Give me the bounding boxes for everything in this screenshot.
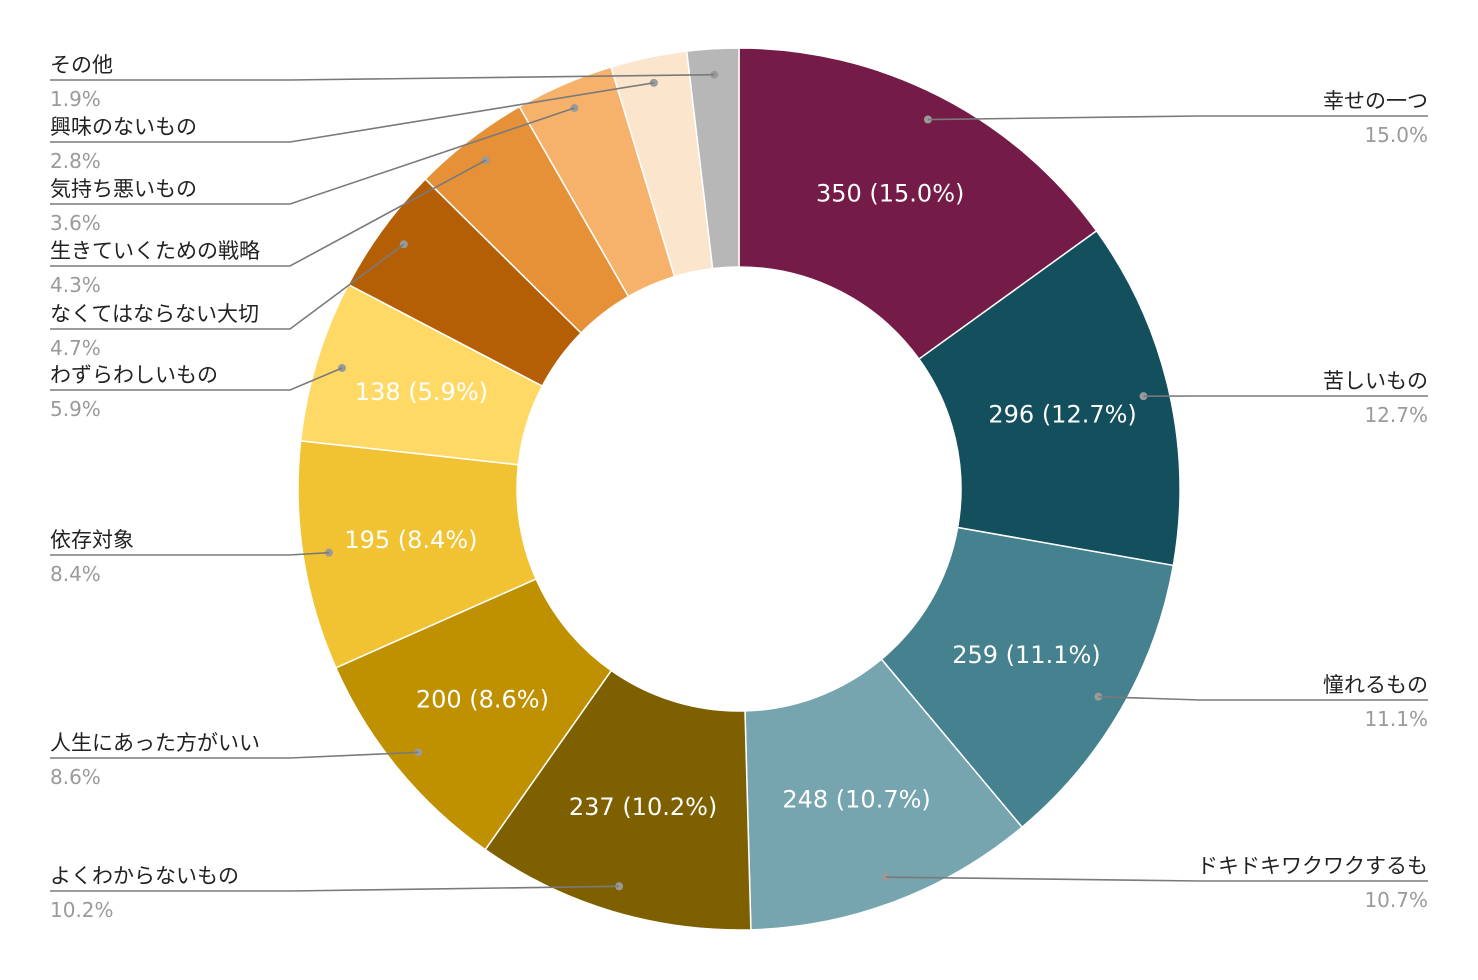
leader-line [885, 876, 1428, 882]
slice-percent-label: 4.3% [50, 273, 101, 297]
leader-line [50, 159, 487, 267]
outer-labels: 幸せの一つ 15.0% 苦しいもの 12.7% 憧れるもの 11.1% ドキドキワクワクする… [50, 53, 1428, 922]
leader-line [50, 551, 329, 556]
slice-value-labels: 350 (15.0%) 296 (12.7%) 259 (11.1%) 248 (10… [344, 179, 1136, 820]
leader-line [50, 243, 405, 330]
leader-line [50, 751, 419, 759]
slice-category-label: なくてはならない大切 [50, 302, 259, 326]
slice-percent-label: 11.1% [1364, 707, 1428, 731]
slice-percent-label: 5.9% [50, 397, 101, 421]
slice-category-label: その他 [50, 53, 113, 77]
slice-category-label: 人生にあった方がいい [50, 731, 260, 755]
slice-value-label: 350 (15.0%) [816, 179, 964, 207]
slice-category-label: よくわからないもの [50, 864, 239, 888]
slice-value-label: 296 (12.7%) [988, 401, 1136, 429]
slice-percent-label: 10.2% [50, 898, 114, 922]
donut-slice [880, 526, 1175, 829]
slice-category-label: わずらわしいもの [50, 363, 218, 387]
slice-percent-label: 10.7% [1364, 888, 1428, 912]
slice-category-label: 生きていくための戦略 [50, 239, 260, 263]
slice-value-label: 138 (5.9%) [355, 378, 488, 406]
donut-slice [738, 47, 1098, 361]
slice-value-label: 200 (8.6%) [416, 686, 549, 714]
slice-percent-label: 12.7% [1364, 403, 1428, 427]
slice-percent-label: 15.0% [1364, 123, 1428, 147]
slice-percent-label: 4.7% [50, 336, 101, 360]
slice-category-label: 気持ち悪いもの [50, 177, 197, 201]
leader-line [50, 73, 715, 81]
donut-slices [297, 47, 1181, 931]
leader-line [927, 115, 1428, 121]
leader-line [50, 367, 343, 391]
slice-value-label: 237 (10.2%) [569, 793, 717, 821]
slice-category-label: 依存対象 [50, 528, 134, 552]
slice-category-label: 興味のないもの [50, 115, 197, 139]
leader-line [1098, 695, 1428, 701]
slice-value-label: 259 (11.1%) [952, 641, 1100, 669]
slice-percent-label: 2.8% [50, 149, 101, 173]
leader-line [50, 82, 654, 143]
leader-line [50, 107, 575, 205]
donut-slice [744, 658, 1024, 931]
donut-slice [685, 47, 740, 270]
slice-value-label: 248 (10.7%) [782, 785, 930, 813]
slice-percent-label: 3.6% [50, 211, 101, 235]
donut-slice [484, 669, 752, 931]
slice-category-label: 苦しいもの [1323, 369, 1428, 393]
slice-percent-label: 8.4% [50, 562, 101, 586]
slice-category-label: ドキドキワクワクするも [1197, 854, 1428, 878]
leader-line [50, 885, 620, 892]
slice-percent-label: 1.9% [50, 87, 101, 111]
slice-category-label: 憧れるもの [1323, 673, 1428, 697]
slice-percent-label: 8.6% [50, 765, 101, 789]
slice-value-label: 195 (8.4%) [344, 526, 477, 554]
leader-lines [50, 70, 1428, 892]
slice-category-label: 幸せの一つ [1323, 89, 1428, 113]
donut-slice [917, 229, 1181, 567]
